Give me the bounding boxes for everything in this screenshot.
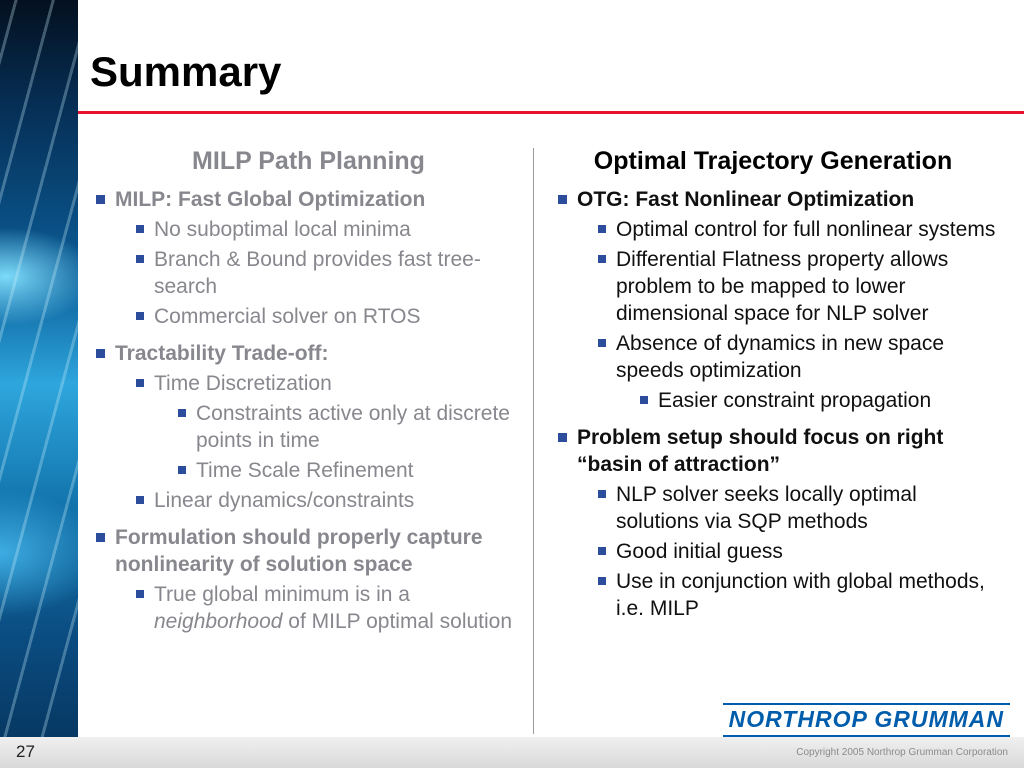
bullet-item: Formulation should properly capture nonl… bbox=[86, 524, 531, 578]
bullet-item: True global minimum is in a neighborhood… bbox=[86, 581, 531, 635]
left-column-bullet-list: MILP: Fast Global Optimization No subopti… bbox=[86, 186, 531, 635]
square-bullet-icon bbox=[96, 195, 105, 204]
bullet-item: Time Discretization bbox=[86, 370, 531, 397]
bullet-item-text: Time Scale Refinement bbox=[196, 459, 414, 482]
column-divider-line bbox=[533, 148, 534, 734]
square-bullet-icon bbox=[598, 339, 606, 347]
title-divider-line bbox=[78, 111, 1024, 114]
bullet-item: MILP: Fast Global Optimization bbox=[86, 186, 531, 213]
bullet-item-text: Tractability Trade-off: bbox=[115, 342, 329, 365]
footer-bar: 27 Copyright 2005 Northrop Grumman Corpo… bbox=[0, 737, 1024, 768]
square-bullet-icon bbox=[136, 379, 144, 387]
slide-title: Summary bbox=[90, 48, 282, 95]
square-bullet-icon bbox=[598, 255, 606, 263]
square-bullet-icon bbox=[640, 396, 648, 404]
square-bullet-icon bbox=[136, 312, 144, 320]
bullet-item: Time Scale Refinement bbox=[86, 457, 531, 484]
square-bullet-icon bbox=[558, 433, 567, 442]
bullet-item: Tractability Trade-off: bbox=[86, 340, 531, 367]
square-bullet-icon bbox=[598, 577, 606, 585]
bullet-item: Differential Flatness property allows pr… bbox=[548, 246, 998, 327]
bullet-item-text: Time Discretization bbox=[154, 372, 332, 395]
bullet-item-text: MILP: Fast Global Optimization bbox=[115, 188, 426, 211]
bullet-item: No suboptimal local minima bbox=[86, 216, 531, 243]
bullet-item-text: True global minimum is in a neighborhood… bbox=[154, 583, 513, 633]
bullet-item-text: Commercial solver on RTOS bbox=[154, 305, 421, 328]
bullet-item-text: Easier constraint propagation bbox=[658, 389, 932, 412]
bullet-item: Use in conjunction with global methods, … bbox=[548, 568, 998, 622]
square-bullet-icon bbox=[598, 547, 606, 555]
square-bullet-icon bbox=[558, 195, 567, 204]
square-bullet-icon bbox=[136, 255, 144, 263]
bullet-item: Problem setup should focus on right “bas… bbox=[548, 424, 998, 478]
square-bullet-icon bbox=[178, 409, 186, 417]
square-bullet-icon bbox=[96, 533, 105, 542]
bullet-item-text: Optimal control for full nonlinear syste… bbox=[616, 218, 996, 241]
bullet-item: Constraints active only at discrete poin… bbox=[86, 400, 531, 454]
square-bullet-icon bbox=[136, 225, 144, 233]
decorative-side-strip bbox=[0, 0, 78, 768]
square-bullet-icon bbox=[178, 466, 186, 474]
square-bullet-icon bbox=[598, 225, 606, 233]
bullet-item-text: Problem setup should focus on right “bas… bbox=[577, 426, 944, 476]
bullet-item-text: No suboptimal local minima bbox=[154, 218, 411, 241]
right-column: Optimal Trajectory Generation OTG: Fast … bbox=[548, 146, 998, 625]
square-bullet-icon bbox=[96, 349, 105, 358]
bullet-item-text: Branch & Bound provides fast tree-search bbox=[154, 248, 481, 298]
bullet-item: OTG: Fast Nonlinear Optimization bbox=[548, 186, 998, 213]
bullet-item-text: Use in conjunction with global methods, … bbox=[616, 570, 985, 620]
bullet-item: Commercial solver on RTOS bbox=[86, 303, 531, 330]
bullet-item: Optimal control for full nonlinear syste… bbox=[548, 216, 998, 243]
bullet-item: Easier constraint propagation bbox=[548, 387, 998, 414]
bullet-item: Branch & Bound provides fast tree-search bbox=[86, 246, 531, 300]
bullet-item: Linear dynamics/constraints bbox=[86, 487, 531, 514]
bullet-item-text: Formulation should properly capture nonl… bbox=[115, 526, 483, 576]
right-column-bullet-list: OTG: Fast Nonlinear Optimization Optimal … bbox=[548, 186, 998, 622]
bullet-item-text: Absence of dynamics in new space speeds … bbox=[616, 332, 945, 382]
square-bullet-icon bbox=[598, 490, 606, 498]
bullet-item-text: Good initial guess bbox=[616, 540, 783, 563]
bullet-item-text: NLP solver seeks locally optimal solutio… bbox=[616, 483, 917, 533]
page-number: 27 bbox=[16, 742, 35, 761]
bullet-item: NLP solver seeks locally optimal solutio… bbox=[548, 481, 998, 535]
northrop-grumman-logo: NORTHROP GRUMMAN bbox=[722, 703, 1010, 737]
copyright-text: Copyright 2005 Northrop Grumman Corporat… bbox=[796, 747, 1008, 758]
bullet-item-text: Constraints active only at discrete poin… bbox=[196, 402, 510, 452]
left-column: MILP Path Planning MILP: Fast Global Opt… bbox=[86, 146, 531, 638]
left-column-heading: MILP Path Planning bbox=[192, 147, 425, 175]
bullet-item-text: Linear dynamics/constraints bbox=[154, 489, 415, 512]
bullet-item: Absence of dynamics in new space speeds … bbox=[548, 330, 998, 384]
square-bullet-icon bbox=[136, 496, 144, 504]
square-bullet-icon bbox=[136, 590, 144, 598]
right-column-heading: Optimal Trajectory Generation bbox=[593, 147, 953, 175]
bullet-item-text: OTG: Fast Nonlinear Optimization bbox=[577, 188, 915, 211]
bullet-item: Good initial guess bbox=[548, 538, 998, 565]
bullet-item-text: Differential Flatness property allows pr… bbox=[616, 248, 949, 325]
